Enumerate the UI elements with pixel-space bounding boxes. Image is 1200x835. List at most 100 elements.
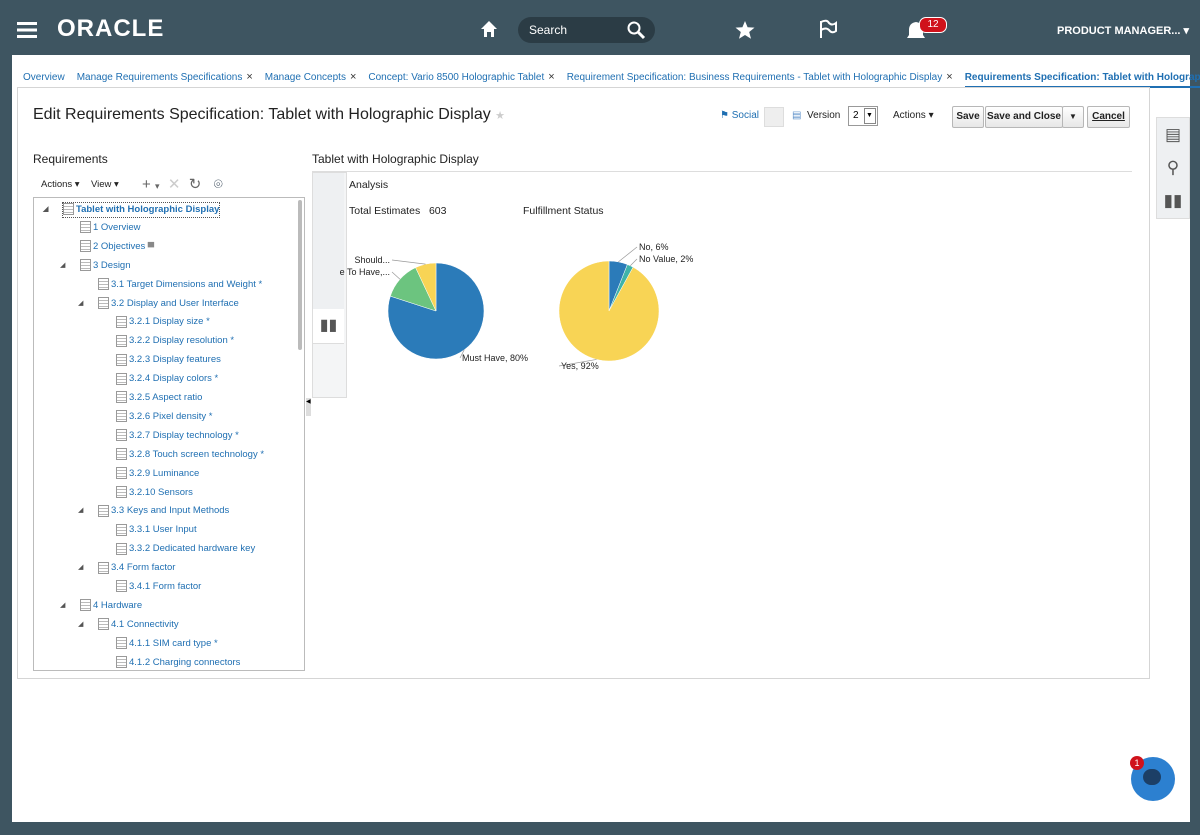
tree-node[interactable]: 3.2.4 Display colors * — [116, 372, 218, 386]
tree-node[interactable]: ◢ 3.3 Keys and Input Methods — [78, 504, 229, 518]
menu-button[interactable] — [17, 22, 37, 38]
expander: ◢ — [78, 620, 84, 628]
expander: ◢ — [78, 507, 84, 515]
tree-node[interactable]: ◢ 4.1 Connectivity — [78, 618, 179, 632]
tree-node[interactable]: ◢ 3.4 Form factor — [78, 561, 176, 575]
tree-node[interactable]: 3.2.2 Display resolution * — [116, 334, 234, 348]
close-icon: × — [246, 71, 253, 83]
tree-node[interactable]: 3.2.7 Display technology * — [116, 429, 239, 443]
breadcrumb[interactable]: Manage Requirements Specifications — [76, 72, 243, 83]
node-icon — [98, 504, 109, 517]
tree-node[interactable]: 3.4.1 Form factor — [116, 580, 201, 594]
expander: ◢ — [60, 601, 66, 609]
rail-chart[interactable]: ▮▮ — [1163, 191, 1183, 210]
tree-node[interactable]: 3.1 Target Dimensions and Weight * — [98, 278, 262, 292]
toolbar-icons: + ▾ ✕ ↻ ⌾ — [142, 176, 223, 193]
content-card — [17, 87, 1150, 679]
tab-analysis[interactable]: ▮▮ — [313, 309, 344, 344]
actions-menu[interactable]: Actions ▾ — [893, 110, 934, 121]
leader-line — [558, 359, 597, 367]
favorites-icon[interactable] — [735, 20, 755, 40]
flag-icon[interactable] — [818, 19, 838, 39]
tree-node[interactable]: 4.1.1 SIM card type * — [116, 637, 218, 651]
tree-node[interactable]: 4.1.2 Charging connectors — [116, 656, 240, 670]
tab-overview[interactable] — [313, 173, 344, 208]
tree-node[interactable]: 2 Objectives ▀ — [80, 240, 154, 254]
version-select[interactable]: 2 ▼ — [848, 106, 878, 126]
close-icon: × — [349, 71, 357, 83]
version-label: ▤ Version — [792, 110, 841, 121]
node-icon — [80, 259, 91, 272]
node-icon — [116, 637, 127, 650]
cancel-button[interactable]: Cancel — [1087, 106, 1130, 128]
tree-node[interactable]: ◢ 3 Design — [60, 259, 131, 273]
node-label: 4 Hardware — [93, 599, 143, 611]
page-title: Edit Requirements Specification: Tablet … — [33, 106, 506, 123]
node-icon — [98, 561, 109, 574]
tree-view[interactable]: View ▾ — [91, 179, 119, 190]
slice-label: Should... — [354, 255, 390, 265]
breadcrumb[interactable]: Overview — [23, 72, 65, 83]
leader-line — [618, 246, 638, 263]
splitter[interactable]: ◀ — [306, 398, 311, 416]
node-label: 3.2.9 Luminance — [129, 467, 200, 479]
search-box[interactable]: Search — [518, 17, 655, 43]
save-button[interactable]: Save — [952, 106, 984, 128]
rail-search[interactable]: ⚲ — [1166, 158, 1180, 177]
leader-line — [391, 271, 401, 280]
save-dropdown[interactable]: ▼ — [1062, 106, 1084, 128]
tree-node[interactable]: 3.2.3 Display features — [116, 353, 221, 367]
tree-node[interactable]: 3.2.9 Luminance — [116, 467, 199, 481]
node-icon — [116, 429, 127, 442]
home-icon[interactable] — [480, 20, 498, 38]
tree-node[interactable]: 1 Overview — [80, 221, 141, 235]
search-icon[interactable] — [626, 20, 646, 40]
node-label: 3.2.3 Display features — [129, 354, 221, 366]
tree-node[interactable]: 3.2.10 Sensors — [116, 485, 193, 500]
tree-node[interactable]: ◢ Tablet with Holographic Display — [43, 202, 221, 218]
node-icon — [98, 618, 109, 631]
social-link[interactable]: ⚑ Social — [720, 110, 759, 121]
node-label: 4.1 Connectivity — [111, 618, 179, 630]
node-label: 3.3.2 Dedicated hardware key — [129, 543, 256, 555]
user-menu[interactable]: PRODUCT MANAGER... ▾ — [1057, 25, 1190, 37]
scrollbar — [298, 200, 302, 350]
tree-node[interactable]: 3.3.2 Dedicated hardware key — [116, 542, 255, 556]
leader-line — [459, 349, 465, 359]
close-icon: × — [548, 71, 555, 83]
breadcrumb[interactable]: Manage Concepts — [264, 72, 346, 83]
tree-node[interactable]: 3.2.8 Touch screen technology * — [116, 448, 264, 462]
node-icon — [63, 203, 74, 216]
breadcrumbs: Overview Manage Requirements Specificatio… — [23, 67, 1200, 88]
tab-attachments[interactable] — [313, 241, 344, 276]
node-label: 3.4 Form factor — [111, 562, 176, 574]
node-label: 3.2.8 Touch screen technology * — [129, 448, 265, 460]
node-label: 1 Overview — [93, 221, 141, 233]
tree-node[interactable]: 3.2.5 Aspect ratio — [116, 391, 202, 405]
actions-text: Actions — [893, 110, 926, 121]
breadcrumb[interactable]: Requirement Specification: Business Requ… — [566, 72, 943, 83]
node-icon — [80, 240, 91, 253]
rail-list[interactable]: ▤ — [1164, 125, 1182, 144]
breadcrumb[interactable]: Concept: Vario 8500 Holographic Tablet — [368, 72, 545, 83]
total-label: Total Estimates — [349, 205, 421, 217]
tree-node[interactable]: 3.2.6 Pixel density * — [116, 410, 212, 424]
tree-node[interactable]: ◢ 3.2 Display and User Interface — [78, 296, 239, 311]
tree-panel: ◢ Tablet with Holographic Display 1 Overvi… — [33, 197, 305, 671]
breadcrumb[interactable]: Requirements Specification: Tablet with … — [964, 72, 1200, 88]
social-toggle[interactable] — [764, 107, 784, 127]
analysis-panel-title: Tablet with Holographic Display — [312, 152, 479, 166]
node-label: 3.4.1 Form factor — [129, 581, 202, 592]
save-close-button[interactable]: Save and Close — [985, 106, 1063, 128]
node-icon — [98, 296, 109, 309]
main-area — [12, 55, 1190, 822]
node-label: 3.2.2 Display resolution * — [129, 335, 235, 347]
node-icon — [80, 221, 91, 234]
tree-node[interactable]: 3.3.1 User Input — [116, 523, 197, 537]
leader-line — [630, 258, 638, 267]
tree-actions[interactable]: Actions ▾ — [41, 179, 80, 190]
tree-node[interactable]: 3.2.1 Display size * — [116, 315, 210, 329]
tree-node[interactable]: ◢ 4 Hardware — [60, 599, 143, 613]
expander: ◢ — [78, 299, 84, 307]
